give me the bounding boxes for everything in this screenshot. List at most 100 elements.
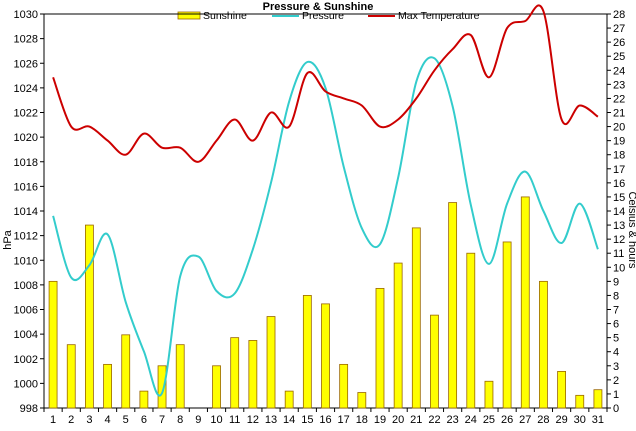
sunshine-bar	[339, 363, 349, 409]
right-tick-label: 8	[613, 290, 619, 302]
x-tick-label: 6	[141, 414, 147, 426]
right-axis-label: Celsius & hours	[626, 191, 636, 269]
right-tick-label: 21	[613, 108, 625, 120]
sunshine-bar	[139, 390, 149, 409]
x-tick-label: 16	[319, 414, 331, 426]
right-tick-label: 10	[613, 262, 625, 274]
sunshine-bar	[212, 365, 221, 409]
x-tick-label: 22	[428, 414, 440, 426]
x-tick-label: 17	[338, 414, 350, 426]
chart-title: Pressure & Sunshine	[263, 1, 374, 13]
x-tick-label: 15	[301, 414, 313, 426]
right-tick-label: 13	[613, 220, 625, 232]
right-tick-label: 7	[613, 305, 619, 317]
sunshine-bar	[157, 365, 167, 409]
sunshine-bar	[448, 202, 458, 409]
left-tick-label: 1018	[14, 157, 38, 169]
right-tick-label: 23	[613, 79, 625, 91]
left-tick-label: 1026	[14, 58, 38, 70]
x-tick-label: 26	[501, 414, 513, 426]
left-tick-label: 1020	[14, 132, 38, 144]
left-tick-label: 998	[20, 403, 38, 415]
x-tick-label: 13	[265, 414, 277, 426]
left-tick-label: 1028	[14, 34, 38, 46]
sunshine-bar	[175, 344, 185, 409]
sunshine-bar	[502, 241, 512, 409]
right-tick-label: 1	[613, 389, 619, 401]
right-tick-label: 0	[613, 403, 619, 415]
x-tick-label: 4	[105, 414, 111, 426]
x-tick-label: 18	[356, 414, 368, 426]
sunshine-bar	[85, 224, 94, 409]
legend: Sunshine Pressure Max Temperature	[177, 10, 480, 22]
sunshine-bar	[48, 280, 58, 409]
left-tick-label: 1008	[14, 280, 38, 292]
sunshine-bar	[393, 262, 403, 409]
left-tick-label: 1010	[14, 255, 38, 267]
right-tick-label: 16	[613, 178, 625, 190]
left-tick-label: 1016	[14, 181, 38, 193]
x-tick-label: 29	[555, 414, 567, 426]
x-tick-label: 5	[123, 414, 129, 426]
right-tick-label: 15	[613, 192, 625, 204]
left-tick-label: 1000	[14, 378, 38, 390]
sunshine-bar	[575, 394, 585, 409]
x-tick-label: 2	[68, 414, 74, 426]
x-tick-label: 27	[519, 414, 531, 426]
left-tick-label: 1022	[14, 108, 38, 120]
right-tick-label: 11	[613, 248, 624, 260]
right-tick-label: 9	[613, 276, 619, 288]
sunshine-bar	[266, 316, 276, 409]
right-tick-label: 3	[613, 361, 619, 373]
legend-sunshine-swatch	[177, 11, 201, 20]
right-tick-label: 28	[613, 9, 625, 21]
x-tick-label: 20	[392, 414, 404, 426]
right-tick-label: 24	[613, 65, 625, 77]
x-tick-label: 7	[159, 414, 165, 426]
x-tick-label: 19	[374, 414, 386, 426]
right-tick-label: 17	[613, 164, 625, 176]
x-tick-label: 8	[177, 414, 183, 426]
plot-area: 9981000100210041006100810101012101410161…	[14, 4, 625, 426]
sunshine-bar	[284, 390, 294, 409]
right-tick-label: 18	[613, 150, 625, 162]
left-tick-label: 1024	[14, 83, 38, 95]
right-tick-label: 22	[613, 93, 625, 105]
legend-max-temperature-label: Max Temperature	[398, 10, 480, 22]
sunshine-bar	[375, 287, 385, 409]
max-temperature-line	[52, 4, 599, 163]
sunshine-bar	[539, 280, 548, 409]
sunshine-bar	[302, 295, 312, 409]
left-tick-label: 1030	[14, 9, 38, 21]
sunshine-bar	[484, 380, 494, 409]
x-tick-label: 12	[247, 414, 259, 426]
right-tick-label: 4	[613, 347, 619, 359]
right-tick-label: 27	[613, 23, 625, 35]
x-tick-label: 28	[537, 414, 549, 426]
x-tick-label: 24	[465, 414, 477, 426]
right-tick-label: 6	[613, 319, 619, 331]
right-tick-label: 25	[613, 51, 625, 63]
sunshine-bar	[520, 196, 530, 409]
x-tick-label: 3	[86, 414, 92, 426]
x-tick-label: 9	[195, 414, 201, 426]
x-tick-label: 10	[210, 414, 222, 426]
x-tick-label: 21	[410, 414, 422, 426]
x-tick-label: 31	[592, 414, 604, 426]
sunshine-bar	[321, 303, 330, 409]
left-tick-label: 1002	[14, 354, 38, 366]
sunshine-bar	[466, 252, 476, 409]
sunshine-bar	[411, 227, 421, 409]
sunshine-bar	[66, 344, 76, 409]
right-tick-label: 26	[613, 37, 625, 49]
sunshine-bar	[248, 340, 258, 409]
left-tick-label: 1004	[14, 329, 38, 341]
sunshine-bar	[230, 337, 240, 409]
right-tick-label: 14	[613, 206, 625, 218]
x-tick-label: 1	[50, 414, 56, 426]
right-tick-label: 20	[613, 122, 625, 134]
x-tick-label: 30	[574, 414, 586, 426]
sunshine-bar	[103, 363, 112, 409]
x-tick-label: 23	[447, 414, 459, 426]
